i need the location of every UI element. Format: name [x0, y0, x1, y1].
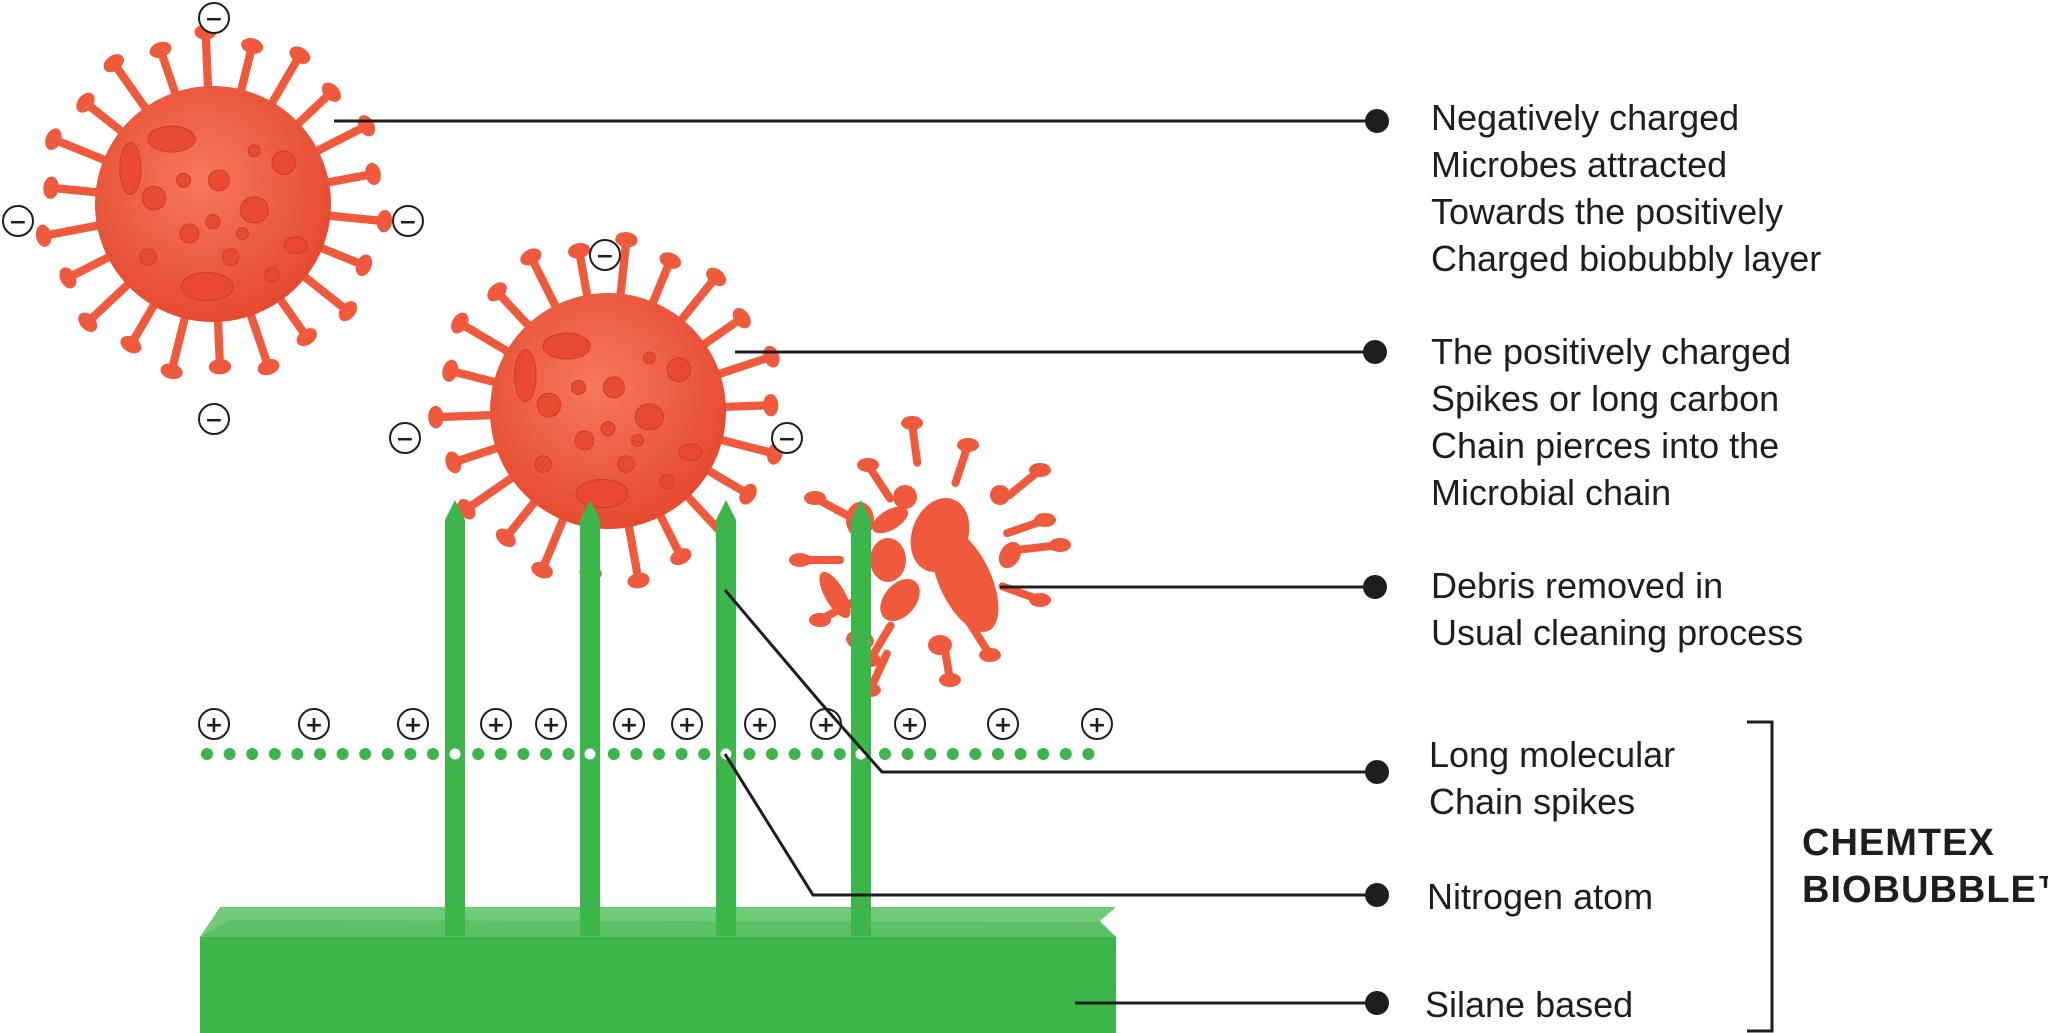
svg-text:+: +	[620, 713, 638, 738]
virus-debris-icon	[789, 416, 1071, 697]
svg-text:−: −	[205, 408, 223, 433]
bullet-dot	[1365, 883, 1389, 907]
svg-text:−: −	[9, 210, 27, 235]
positive-charge-icon: +	[480, 708, 512, 740]
negative-charge-icon: −	[392, 205, 424, 237]
coronavirus-icon-free	[35, 24, 393, 380]
svg-text:+: +	[205, 713, 223, 738]
svg-text:+: +	[542, 713, 560, 738]
callout-debris: Debris removed in Usual cleaning process	[1431, 565, 1803, 653]
svg-text:+: +	[901, 713, 919, 738]
positive-charge-icon: +	[298, 708, 330, 740]
positive-charge-icon: +	[671, 708, 703, 740]
svg-text:−: −	[396, 427, 414, 452]
negative-charge-icon: −	[198, 2, 230, 34]
svg-text:+: +	[994, 713, 1012, 738]
positive-charge-icon: +	[535, 708, 567, 740]
positive-charge-icon: +	[613, 708, 645, 740]
bullet-dots	[1363, 109, 1389, 1015]
callout-spikes-pierce: The positively charged Spikes or long ca…	[1431, 331, 1801, 513]
brand-bracket	[1747, 720, 1774, 1033]
brand-name: CHEMTEX BIOBUBBLE™	[1802, 822, 2048, 911]
silane-substrate	[200, 907, 1116, 1033]
nitrogen-dot-layer	[201, 747, 1095, 761]
svg-text:−: −	[399, 210, 417, 235]
svg-text:+: +	[305, 713, 323, 738]
svg-text:−: −	[596, 244, 614, 269]
bullet-dot	[1365, 760, 1389, 784]
svg-text:+: +	[678, 713, 696, 738]
coronavirus-icon-pierced	[428, 231, 783, 589]
positive-charge-icon: +	[810, 708, 842, 740]
callout-silane: Silane based	[1425, 984, 1633, 1025]
svg-text:−: −	[778, 427, 796, 452]
negative-charge-icon: −	[198, 403, 230, 435]
positive-charge-icon: +	[894, 708, 926, 740]
negative-charge-icon: −	[2, 205, 34, 237]
callout-molecular-chain: Long molecular Chain spikes	[1429, 734, 1685, 822]
svg-text:+: +	[487, 713, 505, 738]
bullet-dot	[1365, 991, 1389, 1015]
charge-symbols: − − − − − − − + + + + + + + + + + + +	[2, 2, 1113, 740]
leader-lines	[334, 119, 1375, 1005]
positive-charge-icon: +	[744, 708, 776, 740]
svg-text:+: +	[1088, 713, 1106, 738]
negative-charge-icon: −	[589, 239, 621, 271]
bullet-dot	[1363, 575, 1387, 599]
molecular-chain-spikes	[445, 500, 871, 936]
bullet-dot	[1365, 109, 1389, 133]
svg-text:−: −	[205, 7, 223, 32]
negative-charge-icon: −	[389, 422, 421, 454]
svg-text:+: +	[404, 713, 422, 738]
positive-charge-icon: +	[397, 708, 429, 740]
positive-charge-icon: +	[987, 708, 1019, 740]
positive-charge-icon: +	[198, 708, 230, 740]
svg-text:+: +	[817, 713, 835, 738]
positive-charge-icon: +	[1081, 708, 1113, 740]
callout-negative-microbes: Negatively charged Microbes attracted To…	[1431, 97, 1821, 279]
svg-text:+: +	[751, 713, 769, 738]
negative-charge-icon: −	[771, 422, 803, 454]
bullet-dot	[1363, 340, 1387, 364]
callout-nitrogen: Nitrogen atom	[1427, 876, 1653, 917]
